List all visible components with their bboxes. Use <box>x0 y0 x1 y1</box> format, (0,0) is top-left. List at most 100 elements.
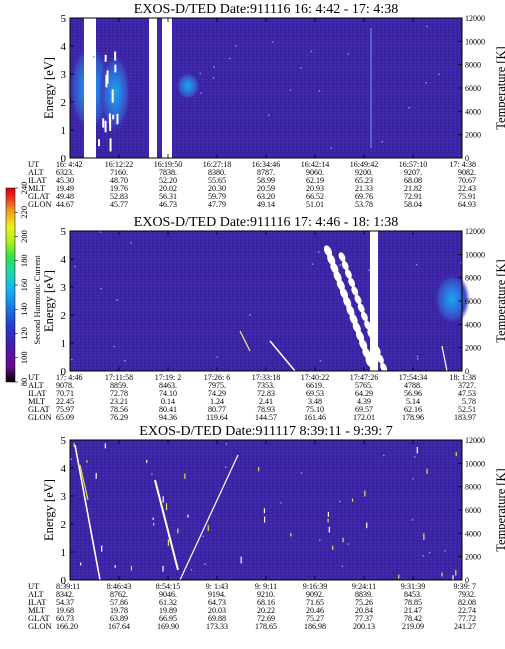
ephemeris-value: 144.57 <box>255 413 277 422</box>
ephemeris-value: 69.53 <box>306 389 324 398</box>
ephemeris-value: 7353. <box>257 381 275 390</box>
speckle <box>460 261 463 264</box>
y2-tick-label: 8000 <box>465 274 481 283</box>
ephemeris-value: 9046. <box>159 590 177 599</box>
speckle <box>311 263 314 265</box>
ephemeris-value: 62.16 <box>404 405 422 414</box>
speckle <box>271 41 274 43</box>
spectrogram-background <box>70 231 462 371</box>
spectral-streak <box>290 533 292 537</box>
ephemeris-value: 45.77 <box>110 200 128 209</box>
spectral-streak <box>423 533 425 541</box>
spectral-streak <box>86 460 88 463</box>
ephemeris-value: 69.76 <box>355 192 373 201</box>
data-gap <box>333 270 342 283</box>
y2-axis-label: Temperature [K] <box>494 468 505 551</box>
spectral-streak <box>162 496 164 503</box>
ephemeris-value: 9092. <box>306 590 324 599</box>
ephemeris-value: 2.41 <box>259 397 273 406</box>
ephemeris-value: 17:47:26 <box>350 373 378 382</box>
data-gap <box>339 287 349 300</box>
ephemeris-value: 9: 9:11 <box>255 582 277 591</box>
ephemeris-value: 23.21 <box>110 397 128 406</box>
data-gap <box>149 18 157 158</box>
ephemeris-value: 69.88 <box>208 614 226 623</box>
spectral-streak <box>426 468 428 474</box>
data-gap <box>327 253 336 266</box>
y-tick-label: 3 <box>61 282 67 294</box>
spectral-streak <box>207 525 209 531</box>
speckle <box>341 565 344 568</box>
ephemeris-value: 52.20 <box>159 176 177 185</box>
ephemeris-value: 75.10 <box>306 405 324 414</box>
ephemeris-value: 17: 4:46 <box>56 373 82 382</box>
speckle <box>438 73 440 76</box>
speckle <box>130 241 132 244</box>
speckle <box>339 264 342 266</box>
ephemeris-value: 47.53 <box>458 389 476 398</box>
data-gap <box>114 64 117 73</box>
ephemeris-value: 75.26 <box>355 598 373 607</box>
speckle <box>319 360 322 362</box>
colorbar: 80 100 120 140 160 180 200 220 240 Second Harmon… <box>5 182 42 386</box>
spectral-streak <box>366 522 368 529</box>
spectral-streak <box>416 446 418 454</box>
ephemeris-value: 5.14 <box>406 397 420 406</box>
ephemeris-value: 7932. <box>458 590 476 599</box>
colorbar-tick-label: 180 <box>19 254 29 267</box>
ephemeris-value: 7838. <box>159 168 177 177</box>
speckle <box>428 552 431 554</box>
ephemeris-row-label: ILAT <box>28 175 47 185</box>
colorbar-tick-label: 120 <box>19 327 29 340</box>
spectral-streak <box>239 330 251 352</box>
ephemeris-value: 21.47 <box>404 606 422 615</box>
speckle <box>225 443 228 445</box>
ephemeris-value: 19.89 <box>159 606 177 615</box>
ephemeris-value: 16:27:18 <box>203 160 231 169</box>
speckle <box>249 314 251 316</box>
data-gap <box>109 138 112 152</box>
ephemeris-value: 48.70 <box>110 176 128 185</box>
panel-3: EXOS-D/TED Date:911117 8:39:11 - 9:39: 7… <box>28 424 505 631</box>
y2-tick-label: 10000 <box>465 250 485 259</box>
speckle <box>199 72 202 75</box>
data-gap <box>84 18 96 158</box>
ephemeris-value: 75.91 <box>458 192 476 201</box>
y-tick-label: 3 <box>61 491 67 503</box>
data-gap <box>341 260 349 271</box>
y-tick-label: 4 <box>61 463 67 475</box>
speckle <box>124 360 126 362</box>
data-gap <box>362 347 371 359</box>
ephemeris-value: 169.90 <box>157 622 179 631</box>
ephemeris-row-label: GLAT <box>28 191 51 201</box>
ephemeris-value: 72.78 <box>110 389 128 398</box>
data-gap <box>380 362 388 373</box>
data-gap <box>111 89 114 103</box>
spectral-streak <box>114 565 116 568</box>
ephemeris-value: 19.68 <box>56 606 74 615</box>
ephemeris-value: 61.32 <box>159 598 177 607</box>
colorbar-tick-label: 240 <box>19 182 29 195</box>
y-tick-label: 5 <box>61 226 67 238</box>
data-gap <box>109 118 112 131</box>
ephemeris-value: 8839. <box>355 590 373 599</box>
data-gap <box>344 269 352 279</box>
spectral-streak <box>79 464 89 501</box>
ephemeris-value: 0.14 <box>161 397 175 406</box>
ephemeris-value: 52.83 <box>110 192 128 201</box>
ephemeris-value: 9194. <box>208 590 226 599</box>
ephemeris-row-label: GLON <box>28 412 52 422</box>
speckle <box>408 106 410 109</box>
ephemeris-value: 80.77 <box>208 405 226 414</box>
ephemeris-value: 51.01 <box>306 200 324 209</box>
ephemeris-value: 78.56 <box>110 405 128 414</box>
speckle <box>381 140 384 143</box>
ephemeris-value: 80.41 <box>159 405 177 414</box>
spectral-streak <box>165 503 168 511</box>
spectral-streak <box>452 575 454 581</box>
y2-tick-label: 6000 <box>465 506 481 515</box>
data-gap <box>330 262 339 274</box>
spectral-streak <box>179 454 239 581</box>
spectral-streak <box>187 514 189 518</box>
speckle <box>151 473 153 475</box>
